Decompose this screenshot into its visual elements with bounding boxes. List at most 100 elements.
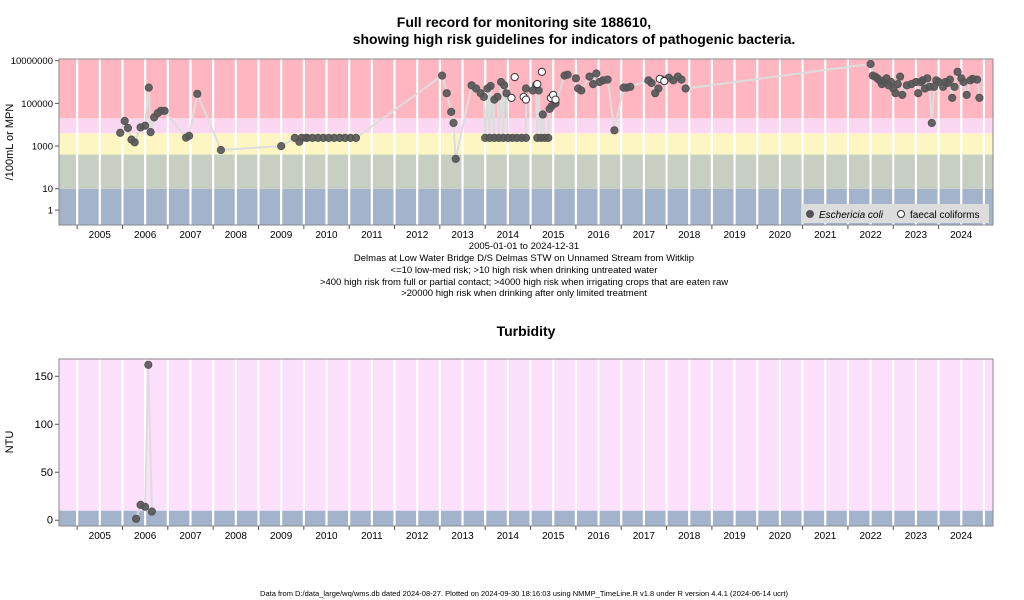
data-point-e-coli [945,75,955,84]
x-tick-label: 2024 [950,230,973,241]
data-point-e-coli [144,360,153,369]
data-point-e-coli [277,142,286,151]
x-tick-label: 2010 [315,531,338,542]
risk-band-turb_bg [59,359,993,511]
data-point-e-coli [544,133,553,142]
x-tick-label: 2007 [179,531,202,542]
data-point-e-coli [959,77,968,87]
caption: 2005-01-01 to 2024-12-31 Delmas at Low W… [320,241,728,299]
data-point-e-coli [120,116,129,126]
data-point-e-coli [502,89,511,98]
data-point-e-coli [950,82,959,91]
x-tick-label: 2014 [497,531,520,542]
data-point-e-coli [893,80,902,89]
x-tick-label: 2011 [361,230,383,241]
title-line-1: Full record for monitoring site 188610, [397,14,651,30]
data-point-e-coli [486,81,495,91]
x-tick-label: 2005 [89,230,112,241]
data-points [116,59,984,163]
data-point-e-coli [896,72,905,81]
data-point-e-coli [647,78,656,88]
x-tick-label: 2017 [633,531,656,542]
data-point-e-coli [975,93,984,103]
x-tick-label: 2023 [905,230,928,241]
x-tick-label: 2020 [769,531,792,542]
y-tick-label: 0 [47,515,53,527]
data-point-e-coli [563,70,572,79]
turbidity-bands [59,359,993,526]
data-point-e-coli [493,92,502,102]
caption-guideline-3: >20000 high risk when drinking after onl… [401,288,647,299]
data-point-e-coli [677,75,686,84]
gridlines [76,59,986,225]
legend-box [802,204,989,223]
x-tick-label: 2013 [451,230,474,241]
risk-band-green [59,154,993,189]
data-point-e-coli [891,89,900,98]
plot-frame [58,358,994,527]
legend-marker-e-coli [806,210,814,218]
y-tick-label: 10000000 [11,56,53,67]
data-point-e-coli [130,138,139,147]
risk-bands [59,59,993,225]
data-point-e-coli [160,106,169,115]
data-point-e-coli [577,86,586,95]
caption-guideline-1: <=10 low-med risk; >10 high risk when dr… [391,265,658,276]
y-tick-label: 100000 [21,99,53,110]
x-tick-label: 2015 [542,531,565,542]
y-tick-label: 150 [35,371,53,383]
legend-entry-faecal-coliforms: faecal coliforms [910,210,979,221]
x-tick-label: 2014 [497,230,520,241]
legend-entry-e-coli: Eschericia coli [819,210,884,221]
x-tick-label: 2024 [950,531,973,542]
x-tick-label: 2021 [814,531,837,542]
x-tick-label: 2006 [134,531,157,542]
data-point-e-coli [603,75,612,84]
y-axis: 1 10 1000 100000 10000000 [11,56,59,217]
x-tick-label: 2008 [225,531,248,542]
x-tick-label: 2023 [905,531,928,542]
data-point-e-coli [914,89,923,98]
x-tick-label: 2022 [859,531,882,542]
data-point-e-coli [592,69,601,78]
y-tick-label: 1000 [32,142,53,153]
x-tick-label: 2018 [678,531,701,542]
x-tick-label: 2019 [723,230,746,241]
data-point-e-coli [438,71,447,80]
x-tick-label: 2016 [587,531,610,542]
x-axis: 2005 2006 2007 2008 2009 2010 2011 2012 2013 2014… [76,225,973,241]
data-point-e-coli [898,90,907,100]
data-point-e-coli [123,123,133,133]
data-point-e-coli [193,89,202,98]
y-axis-label: NTU [4,431,16,454]
x-tick-label: 2008 [225,230,248,241]
data-point-e-coli [146,128,155,137]
legend-marker-faecal-coliforms [897,210,905,218]
y-tick-label: 1 [48,206,53,217]
x-tick-label: 2013 [451,531,474,542]
title-line-2: showing high risk guidelines for indicat… [353,31,796,47]
x-tick-label: 2006 [134,230,157,241]
data-point-e-coli [116,128,125,137]
x-tick-label: 2016 [587,230,610,241]
gridlines [76,359,986,526]
data-point-e-coli [953,67,962,76]
plot-frame [58,58,994,226]
x-tick-label: 2017 [633,230,656,241]
legend: Eschericia coli faecal coliforms [802,204,989,223]
data-point-e-coli [141,121,150,130]
caption-date-range: 2005-01-01 to 2024-12-31 [469,241,579,252]
y-tick-label: 50 [41,467,53,479]
data-point-e-coli [144,83,153,92]
x-tick-label: 2009 [270,531,293,542]
x-tick-label: 2018 [678,230,701,241]
data-point-e-coli [585,72,594,81]
x-tick-label: 2019 [723,531,746,542]
y-tick-label: 100 [35,419,53,431]
data-point-e-coli [654,84,663,93]
turbidity-title: Turbidity [497,323,556,339]
data-point-e-coli [132,514,141,523]
data-point-e-coli [442,89,451,98]
data-point-e-coli [571,74,581,83]
